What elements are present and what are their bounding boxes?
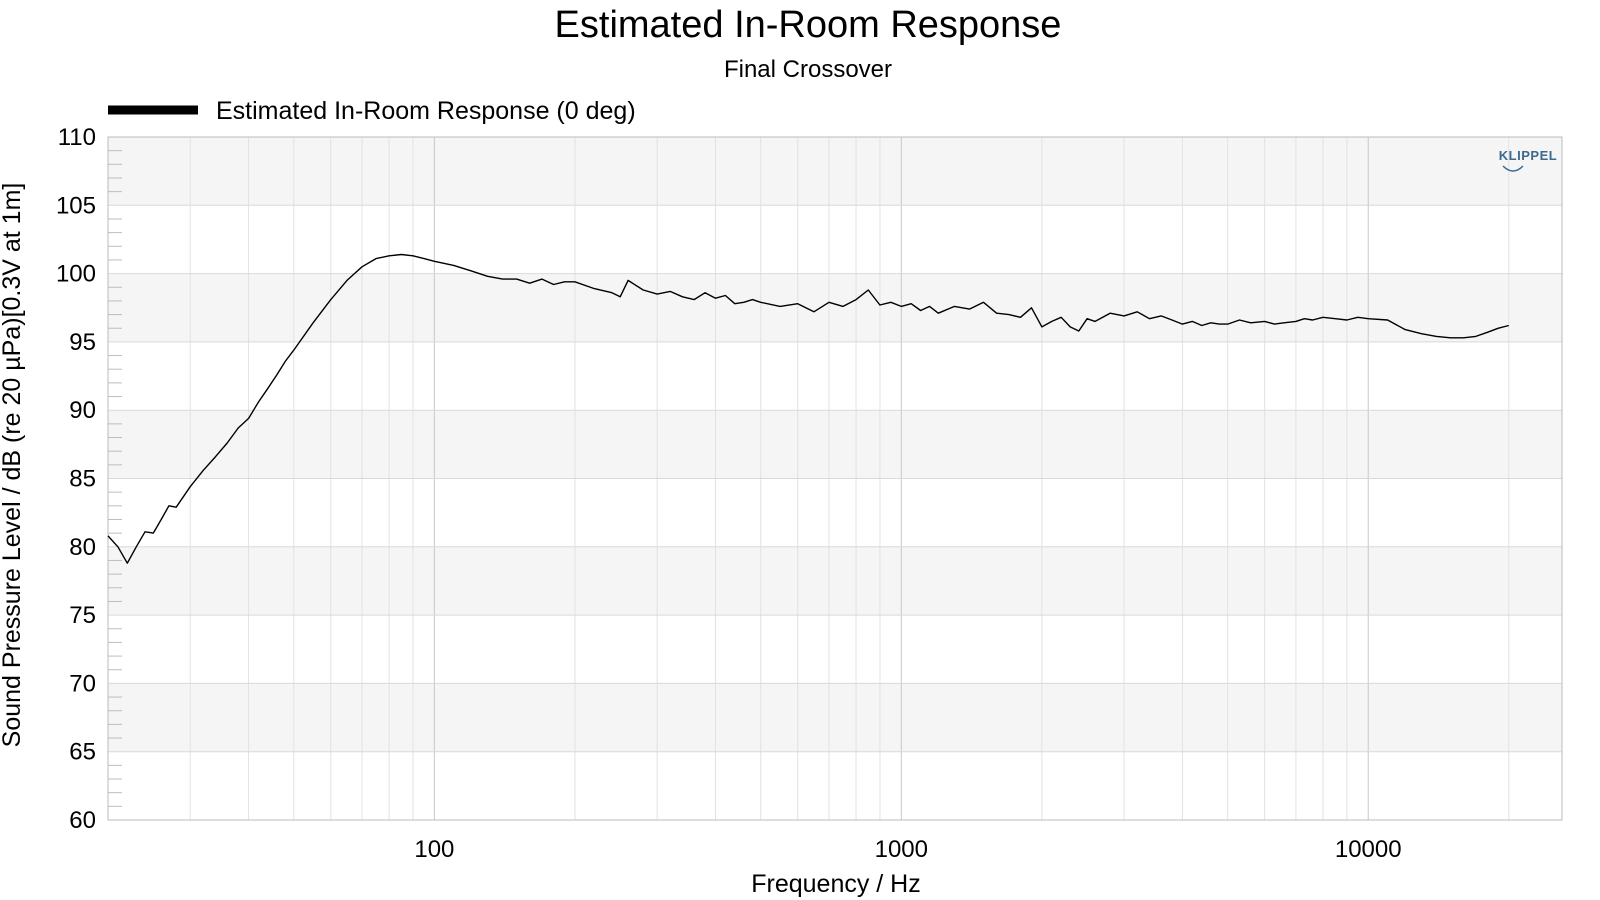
plot-band	[108, 273, 1562, 342]
x-tick-label: 1000	[875, 836, 928, 863]
y-tick-label: 100	[56, 261, 96, 288]
plot-background	[108, 137, 1562, 820]
plot-frame	[107, 136, 1563, 821]
y-tick-label: 105	[56, 192, 96, 219]
plot-band	[108, 546, 1562, 616]
y-tick-labels: 60 65 70 75 80 85 90 95 100 105 110	[56, 124, 96, 834]
x-tick-label: 10000	[1335, 836, 1402, 863]
klippel-logo-text: KLIPPEL	[1499, 148, 1557, 163]
y-tick-label: 65	[69, 739, 96, 766]
y-tick-label: 95	[69, 329, 96, 356]
chart-title: Estimated In-Room Response	[555, 4, 1062, 46]
plot-band	[108, 615, 1562, 684]
plot-band	[108, 341, 1562, 411]
y-tick-label: 75	[69, 602, 96, 629]
plot-band	[108, 683, 1562, 752]
y-tick-label: 110	[58, 124, 96, 151]
legend: Estimated In-Room Response (0 deg)	[108, 97, 636, 125]
minor-y-ticks	[108, 150, 122, 807]
y-tick-label: 70	[69, 670, 96, 697]
x-tick-labels: 100 1000 10000	[414, 836, 1401, 863]
y-tick-label: 85	[69, 466, 96, 493]
chart-subtitle: Final Crossover	[724, 56, 892, 83]
plot-band	[108, 137, 1562, 206]
y-tick-label: 80	[69, 534, 96, 561]
legend-entry-label: Estimated In-Room Response (0 deg)	[216, 97, 636, 125]
plot-band	[108, 410, 1562, 479]
x-tick-label: 100	[414, 836, 454, 863]
klippel-logo-swoosh	[1502, 165, 1524, 172]
y-axis-label: Sound Pressure Level / dB (re 20 µPa)[0.…	[0, 183, 26, 748]
plot-band	[108, 205, 1562, 274]
y-tick-label: 90	[69, 397, 96, 424]
y-tick-label: 60	[69, 807, 96, 834]
klippel-logo: KLIPPEL	[1499, 148, 1557, 172]
plot-band	[108, 751, 1562, 820]
x-axis-label: Frequency / Hz	[751, 870, 921, 898]
plot-band	[108, 478, 1562, 547]
series-line-estimated-in-room-response	[107, 253, 1509, 564]
